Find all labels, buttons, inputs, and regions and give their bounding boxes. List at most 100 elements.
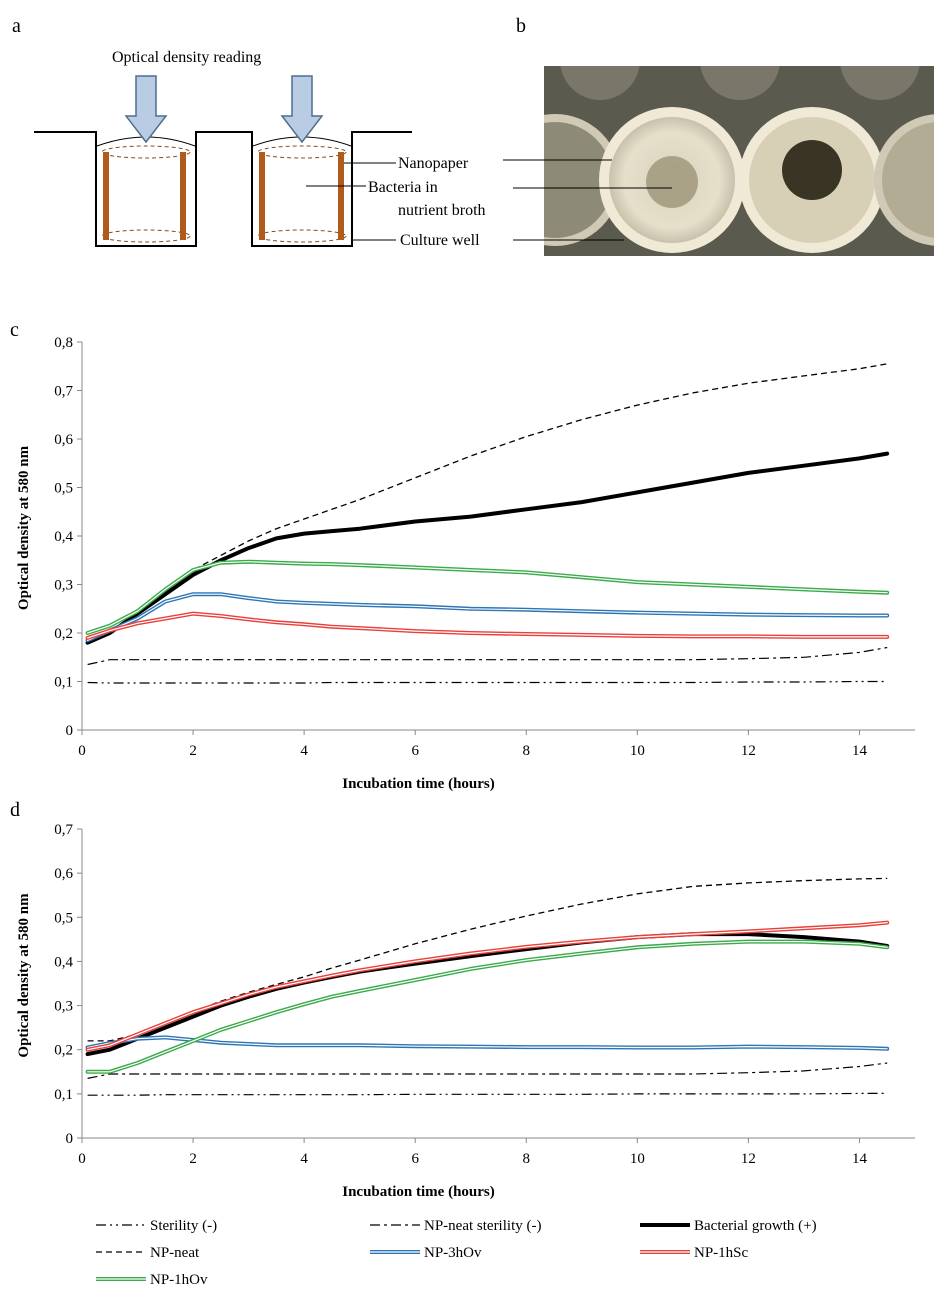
photo-well-partial: [544, 114, 621, 246]
x-tick-label: 12: [741, 1151, 756, 1167]
legend-item: NP-neat sterility (-): [370, 1218, 541, 1234]
y-tick-label: 0,8: [54, 335, 73, 351]
y-tick-label: 0,3: [54, 999, 73, 1015]
well-plate-photo: [544, 66, 934, 256]
panel-b: b: [503, 15, 934, 256]
series-2: [87, 1062, 888, 1079]
well-2-nanopaper-top: [257, 145, 347, 159]
series-6: [85, 611, 890, 640]
well-1-nanopaper-top: [101, 145, 191, 159]
y-tick-label: 0,5: [54, 910, 73, 926]
legend-label: Sterility (-): [150, 1218, 217, 1234]
y-tick-label: 0,5: [54, 481, 73, 497]
series-2: [87, 646, 888, 666]
photo-well-top: [700, 66, 780, 100]
legend-item: NP-1hSc: [640, 1245, 749, 1261]
chart-legend: Sterility (-) NP-neat sterility (-) Bacter…: [96, 1218, 817, 1288]
series-7: [85, 559, 890, 635]
x-tick-label: 6: [411, 743, 419, 759]
chart-c-y-ticks: 0 0,1 0,2 0,3 0,4 0,5 0,6 0,7 0,8: [54, 335, 82, 739]
legend-item: NP-3hOv: [370, 1245, 482, 1261]
panel-letter-c: c: [10, 319, 19, 341]
legend-item: NP-neat: [96, 1245, 200, 1261]
series-1: [87, 680, 888, 684]
x-tick-label: 10: [630, 1151, 645, 1167]
y-tick-label: 0,3: [54, 578, 73, 594]
x-tick-label: 14: [852, 743, 868, 759]
chart-d-axes: [81, 829, 915, 1139]
well-1: [96, 136, 196, 243]
optical-density-reading-label: Optical density reading: [112, 49, 261, 66]
series-line: [86, 1036, 888, 1050]
panel-letter-b: b: [516, 15, 526, 37]
chart-c-axes: [81, 342, 915, 731]
x-tick-label: 6: [411, 1151, 419, 1167]
y-tick-label: 0,6: [54, 432, 73, 448]
chart-d: 0 0,1 0,2 0,3 0,4 0,5 0,6 0,7 0 2 4 6 8 10 12 14 Incub…: [16, 822, 915, 1200]
series-line: [87, 1062, 888, 1079]
series-line: [86, 561, 888, 634]
chart-c-y-axis-label: Optical density at 580 nm: [16, 445, 32, 610]
y-tick-label: 0,4: [54, 529, 73, 545]
series-line: [85, 611, 890, 640]
well-2-nanopaper-wall-right: [338, 152, 344, 240]
series-line: [87, 646, 888, 666]
series-line: [86, 940, 888, 1073]
series-5: [85, 1035, 890, 1051]
well-2: [252, 136, 352, 243]
legend-label: NP-3hOv: [424, 1245, 482, 1261]
y-tick-label: 0,1: [54, 675, 73, 691]
chart-c-x-axis-label: Incubation time (hours): [342, 776, 495, 792]
chart-d-series: [85, 877, 890, 1096]
legend-item: Sterility (-): [96, 1218, 217, 1234]
down-arrow-icon: [124, 75, 168, 144]
chart-c: 0 0,1 0,2 0,3 0,4 0,5 0,6 0,7 0,8 0 2 4 6 8 10 12 14 In…: [16, 335, 915, 792]
y-tick-label: 0,6: [54, 866, 73, 882]
series-6: [85, 920, 890, 1052]
down-arrow-icon: [280, 75, 324, 144]
legend-item: Bacterial growth (+): [640, 1218, 817, 1234]
legend-item: NP-1hOv: [96, 1272, 208, 1288]
chart-c-x-ticks: 0 2 4 6 8 10 12 14: [78, 730, 867, 759]
bacteria-label-line1: Bacteria in: [368, 179, 438, 196]
chart-c-series: [85, 363, 890, 684]
series-line: [85, 451, 890, 645]
well-1-nanopaper-wall-right: [180, 152, 186, 240]
x-tick-label: 2: [189, 743, 197, 759]
nanopaper-label: Nanopaper: [398, 155, 469, 172]
series-line: [86, 921, 888, 1051]
x-tick-label: 0: [78, 1151, 86, 1167]
y-tick-label: 0: [66, 723, 74, 739]
y-tick-label: 0,2: [54, 626, 73, 642]
legend-label: NP-1hSc: [694, 1245, 749, 1261]
photo-well-dark-center: [782, 140, 842, 200]
series-line: [86, 593, 888, 641]
well-1-nanopaper-wall-left: [103, 152, 109, 240]
photo-well-top: [560, 66, 640, 100]
panel-a: a Optical density reading Nanopaper B: [12, 15, 486, 249]
x-tick-label: 2: [189, 1151, 197, 1167]
series-4: [87, 877, 888, 1042]
photo-well-bacteria-spot: [646, 156, 698, 208]
legend-label: NP-neat: [150, 1245, 200, 1261]
series-4: [87, 363, 888, 644]
x-tick-label: 10: [630, 743, 645, 759]
y-tick-label: 0,1: [54, 1087, 73, 1103]
x-tick-label: 0: [78, 743, 86, 759]
y-tick-label: 0,7: [54, 822, 73, 838]
series-line: [86, 612, 888, 639]
panel-d: d 0 0,1 0,2 0,3 0,4 0,5 0,6 0,7 0 2 4 6 8 10 12 14 Inc…: [10, 799, 915, 1200]
x-tick-label: 8: [523, 1151, 531, 1167]
panel-c: c 0 0,1 0,2 0,3 0,4 0,5 0,6 0,7 0,8 0 2 4 6 8 10 12 14 …: [10, 319, 915, 792]
x-tick-label: 12: [741, 743, 756, 759]
culture-well-label: Culture well: [400, 232, 480, 249]
panel-letter-d: d: [10, 799, 20, 821]
chart-d-x-ticks: 0 2 4 6 8 10 12 14: [78, 1138, 867, 1167]
x-tick-label: 4: [300, 1151, 308, 1167]
photo-well-partial-right: [874, 114, 934, 246]
series-3: [85, 451, 890, 645]
x-tick-label: 14: [852, 1151, 868, 1167]
series-line: [87, 877, 888, 1042]
chart-d-y-axis-label: Optical density at 580 nm: [16, 893, 32, 1058]
